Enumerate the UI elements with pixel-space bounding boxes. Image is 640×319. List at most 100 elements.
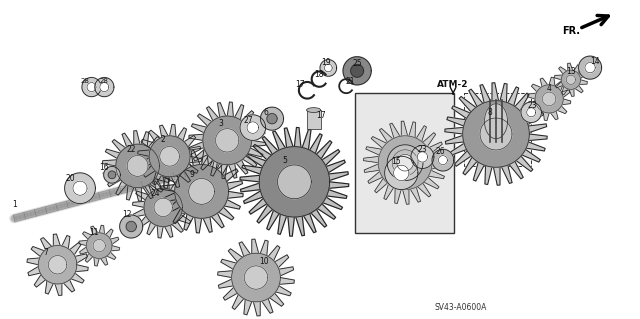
Polygon shape: [521, 102, 541, 122]
Polygon shape: [38, 246, 77, 284]
Text: 6: 6: [263, 108, 268, 117]
Polygon shape: [554, 63, 588, 96]
Polygon shape: [480, 118, 512, 150]
Text: 10: 10: [259, 257, 269, 266]
Polygon shape: [463, 101, 529, 167]
Text: 20: 20: [65, 174, 76, 182]
Polygon shape: [49, 256, 67, 274]
Polygon shape: [259, 147, 330, 217]
Bar: [307, 110, 321, 129]
Bar: [464, 93, 531, 166]
Text: 5: 5: [282, 156, 287, 165]
Polygon shape: [160, 146, 179, 166]
Polygon shape: [126, 221, 136, 232]
Polygon shape: [189, 179, 214, 204]
Text: 14: 14: [590, 57, 600, 66]
Polygon shape: [417, 152, 428, 162]
Text: 22: 22: [127, 145, 136, 154]
Text: 21: 21: [346, 78, 355, 86]
Text: 15: 15: [390, 157, 401, 166]
Text: 25: 25: [352, 59, 362, 68]
Polygon shape: [267, 114, 277, 124]
Polygon shape: [484, 104, 508, 139]
Polygon shape: [387, 145, 423, 181]
Polygon shape: [244, 266, 268, 289]
Polygon shape: [120, 215, 143, 238]
Polygon shape: [104, 167, 120, 183]
Text: 19: 19: [321, 58, 332, 67]
Text: 7: 7: [44, 248, 49, 256]
Polygon shape: [175, 165, 228, 218]
Polygon shape: [86, 233, 112, 258]
Polygon shape: [411, 145, 434, 168]
Polygon shape: [189, 102, 266, 179]
Polygon shape: [260, 107, 284, 130]
Polygon shape: [438, 156, 447, 165]
Polygon shape: [579, 56, 602, 79]
Text: 11: 11: [90, 228, 99, 237]
Polygon shape: [232, 253, 280, 302]
Text: 3: 3: [218, 119, 223, 128]
Polygon shape: [561, 70, 580, 89]
Polygon shape: [385, 156, 418, 189]
Polygon shape: [278, 165, 311, 199]
Text: 23: 23: [527, 101, 538, 110]
Polygon shape: [364, 121, 447, 204]
Text: SV43-A0600A: SV43-A0600A: [435, 303, 487, 312]
Polygon shape: [138, 124, 202, 188]
Polygon shape: [585, 63, 595, 73]
Bar: [355, 93, 454, 233]
Polygon shape: [93, 240, 106, 252]
Text: 28: 28: [100, 78, 109, 84]
Polygon shape: [445, 83, 547, 185]
Polygon shape: [65, 173, 95, 204]
Polygon shape: [127, 155, 148, 176]
Polygon shape: [82, 78, 101, 97]
Text: 23: 23: [417, 145, 428, 154]
Polygon shape: [132, 177, 194, 238]
Text: 24: 24: [150, 189, 160, 198]
Polygon shape: [216, 129, 239, 152]
Polygon shape: [397, 154, 413, 171]
Polygon shape: [95, 78, 114, 97]
Text: 2: 2: [161, 135, 166, 144]
Text: 18: 18: [315, 70, 324, 78]
Polygon shape: [324, 64, 332, 72]
Text: 26: 26: [435, 147, 445, 156]
Polygon shape: [160, 150, 243, 233]
Polygon shape: [247, 122, 259, 133]
Ellipse shape: [307, 108, 321, 113]
Polygon shape: [343, 57, 371, 85]
Polygon shape: [27, 234, 88, 295]
Polygon shape: [73, 181, 87, 195]
Text: 27: 27: [243, 116, 253, 125]
Polygon shape: [240, 115, 266, 140]
Polygon shape: [116, 144, 159, 188]
Polygon shape: [432, 149, 454, 171]
Text: 17: 17: [294, 80, 305, 89]
Polygon shape: [203, 116, 252, 165]
Text: 16: 16: [99, 163, 109, 172]
Text: 9: 9: [189, 170, 195, 179]
Text: 28: 28: [81, 78, 90, 84]
Polygon shape: [535, 85, 563, 113]
Text: 4: 4: [547, 84, 552, 93]
Polygon shape: [102, 131, 173, 201]
Polygon shape: [351, 64, 364, 77]
Polygon shape: [527, 77, 571, 121]
Text: 13: 13: [566, 67, 576, 76]
Polygon shape: [392, 150, 418, 175]
Polygon shape: [144, 188, 182, 226]
Text: 17: 17: [316, 111, 326, 120]
Polygon shape: [378, 136, 432, 189]
Polygon shape: [542, 92, 556, 106]
Polygon shape: [154, 198, 172, 217]
Polygon shape: [527, 108, 536, 117]
Polygon shape: [218, 239, 294, 316]
Polygon shape: [566, 75, 575, 84]
Text: FR.: FR.: [563, 26, 580, 36]
Polygon shape: [240, 128, 349, 236]
Text: ATM-2: ATM-2: [437, 80, 469, 89]
Polygon shape: [394, 165, 409, 181]
Polygon shape: [79, 225, 120, 266]
